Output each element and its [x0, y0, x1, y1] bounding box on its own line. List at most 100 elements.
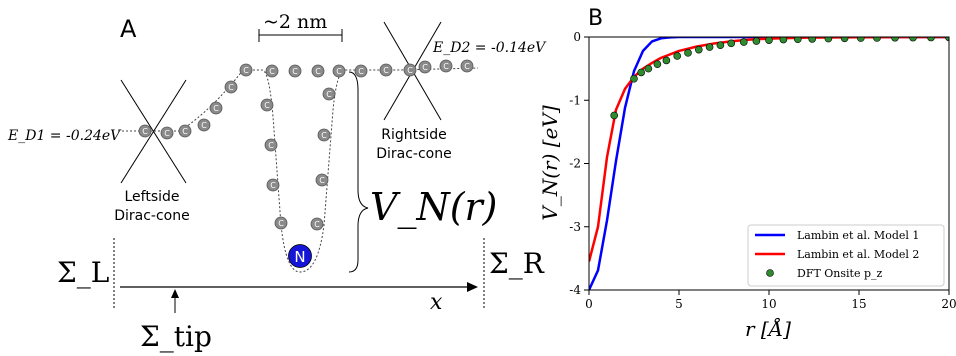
- panel-a-label: A: [120, 15, 137, 43]
- x-tick-label: 20: [941, 297, 956, 311]
- y-tick-label: -1: [569, 93, 581, 107]
- carbon-atom: C: [315, 173, 329, 187]
- potential-profile-line: [118, 67, 479, 273]
- ed2-label: E_D2 = -0.14eV: [432, 40, 547, 56]
- nitrogen-circle: [288, 244, 312, 268]
- dft-data-point: [739, 38, 748, 46]
- x-axis-label: x: [430, 290, 443, 315]
- dft-data-point: [808, 37, 816, 43]
- carbon-atom: C: [310, 217, 324, 231]
- svg-text:C: C: [182, 127, 188, 136]
- sigma-tip-label: Σ_tip: [140, 320, 212, 353]
- carbon-atom: C: [317, 128, 331, 142]
- tip-arrowhead: [171, 289, 179, 298]
- y-tick-label: 0: [573, 30, 581, 44]
- carbon-atom: C: [354, 64, 368, 78]
- nitrogen-atom: N: [288, 244, 312, 268]
- dft-data-point: [927, 37, 935, 42]
- dft-data-point: [727, 39, 736, 48]
- nitrogen-label: N: [294, 248, 305, 266]
- dft-data-point: [684, 49, 692, 57]
- x-tick-label: 5: [675, 297, 683, 311]
- carbon-atom: C: [260, 98, 274, 112]
- dft-data-point: [630, 74, 638, 83]
- dft-data-point: [610, 111, 619, 120]
- svg-text:C: C: [243, 66, 249, 75]
- right-cone-label-line1: Rightside: [381, 127, 447, 143]
- carbon-atom: C: [264, 138, 278, 152]
- dft-data-point: [824, 37, 833, 43]
- dft-data-point: [752, 37, 761, 45]
- panel-b-chart: B 0 5 10 15 20 0 -1 -2 -3 -4 r [Å] V_N(r) [eV] La…: [538, 6, 956, 341]
- potential-label: V_N(r): [370, 185, 498, 230]
- carbon-atom: C: [197, 118, 211, 132]
- carbon-atom: C: [332, 64, 346, 78]
- svg-text:C: C: [292, 67, 298, 76]
- svg-text:C: C: [336, 67, 342, 76]
- legend-label-dft: DFT Onsite p_z: [797, 267, 883, 280]
- y-tick-label: -3: [569, 220, 581, 234]
- dft-data-point: [644, 64, 653, 73]
- carbon-atom: C: [418, 60, 432, 74]
- x-axis-title: r [Å]: [745, 316, 791, 341]
- svg-text:C: C: [314, 220, 320, 229]
- svg-text:C: C: [422, 63, 428, 72]
- series-line-1: [589, 37, 949, 290]
- dft-data-point: [794, 37, 802, 44]
- right-cone-label-line2: Dirac-cone: [376, 146, 452, 162]
- dft-data-point: [873, 37, 881, 42]
- panel-a-schematic: A ~2 nm E_D1 = -0.24eV E_D2 = -0.14eV Le…: [7, 11, 547, 353]
- panel-b-label: B: [588, 6, 603, 31]
- legend-label-model1: Lambin et al. Model 1: [797, 229, 919, 242]
- ed1-label: E_D1 = -0.24eV: [7, 128, 122, 144]
- carbon-atom: C: [311, 64, 325, 78]
- left-cone-label-line2: Dirac-cone: [114, 208, 190, 224]
- carbon-atom: C: [224, 80, 238, 94]
- legend-label-model2: Lambin et al. Model 2: [797, 248, 919, 261]
- x-axis-arrowhead: [467, 282, 478, 292]
- y-tick-label: -2: [569, 157, 581, 171]
- carbon-atom: C: [265, 64, 279, 78]
- carbon-atom: C: [439, 59, 453, 73]
- carbon-atom: C: [379, 63, 393, 77]
- svg-text:C: C: [319, 176, 325, 185]
- svg-text:C: C: [278, 219, 284, 228]
- dft-data-point: [637, 68, 646, 77]
- legend-box: [747, 224, 945, 287]
- carbon-atom: C: [178, 124, 192, 138]
- carbon-atom: C: [460, 59, 474, 73]
- sigma-r-label: Σ_R: [489, 247, 545, 280]
- svg-text:C: C: [164, 129, 170, 138]
- svg-text:C: C: [358, 67, 364, 76]
- svg-text:C: C: [268, 141, 274, 150]
- svg-text:C: C: [383, 66, 389, 75]
- dft-data-point: [765, 37, 773, 44]
- carbon-atom: C: [322, 87, 336, 101]
- y-tick-label: -4: [569, 283, 581, 297]
- svg-text:C: C: [321, 131, 327, 140]
- dft-data-point: [909, 37, 917, 42]
- svg-text:C: C: [264, 101, 270, 110]
- sigma-l-label: Σ_L: [57, 256, 109, 289]
- svg-text:C: C: [213, 104, 219, 113]
- carbon-atom: C: [160, 126, 174, 140]
- width-label: ~2 nm: [263, 11, 327, 33]
- axis-ticks: 0 5 10 15 20 0 -1 -2 -3 -4: [569, 30, 956, 311]
- carbon-atom: C: [266, 178, 280, 192]
- svg-text:C: C: [443, 62, 449, 71]
- carbon-atom: C: [288, 64, 302, 78]
- x-tick-label: 10: [761, 297, 776, 311]
- svg-text:C: C: [315, 67, 321, 76]
- dft-data-point: [694, 45, 703, 54]
- left-cone-label-line1: Leftside: [124, 189, 179, 205]
- dft-data-point: [857, 37, 865, 42]
- left-dirac-cone: [120, 79, 187, 184]
- svg-text:C: C: [464, 62, 470, 71]
- x-tick-label: 15: [851, 297, 866, 311]
- potential-brace: [348, 71, 369, 273]
- carbon-atom: C: [403, 63, 417, 77]
- carbon-atom: C: [209, 101, 223, 115]
- carbon-atom: C: [239, 63, 253, 77]
